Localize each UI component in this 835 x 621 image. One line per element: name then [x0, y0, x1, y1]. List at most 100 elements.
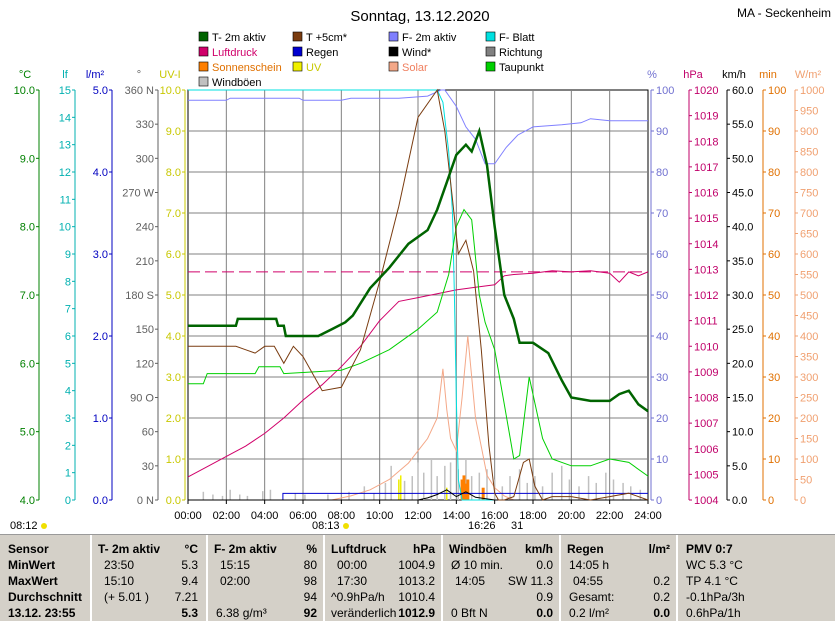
- axis-tick-label: 1004: [694, 495, 718, 507]
- axis-tick-label: 50: [656, 290, 668, 302]
- stats-value: TP 4.1 °C: [686, 574, 738, 588]
- stats-time: 15:10: [104, 574, 135, 588]
- axis-tick-label: 13: [59, 140, 71, 152]
- stats-row-label: 13.12. 23:55: [8, 606, 76, 620]
- stats-row-label: Durchschnitt: [8, 590, 83, 604]
- axis-tick-label: 45.0: [732, 188, 753, 200]
- stats-time: 14:05: [455, 574, 486, 588]
- axis-tick-label: 1011: [694, 316, 718, 328]
- stats-unit: km/h: [524, 542, 553, 556]
- axis-tick-label: 5.0: [20, 427, 35, 439]
- axis-tick-label: 0.0: [166, 495, 181, 507]
- axis-tick-label: 0: [800, 495, 806, 507]
- stats-value: -0.1hPa/3h: [686, 590, 745, 604]
- axis-tick-label: 1005: [694, 469, 718, 481]
- x-tick-label: 00:00: [174, 510, 202, 522]
- axis-tick-label: 4.0: [166, 331, 181, 343]
- stats-value: 9.4: [181, 574, 198, 588]
- stats-time: 02:00: [220, 574, 251, 588]
- axis-unit: °: [137, 69, 141, 81]
- axis-tick-label: 7.0: [166, 208, 181, 220]
- axis-tick-label: 5.0: [166, 290, 181, 302]
- axis-tick-label: 250: [800, 393, 818, 405]
- stats-row-label: MaxWert: [8, 574, 58, 588]
- axis-tick-label: 8.0: [20, 222, 35, 234]
- axis-tick-label: 10: [656, 454, 668, 466]
- stats-header: Regen: [567, 542, 604, 556]
- axis-unit: hPa: [683, 69, 703, 81]
- axis-tick-label: 40: [768, 331, 780, 343]
- x-tick-label: 02:00: [213, 510, 241, 522]
- axis-tick-label: 100: [800, 454, 818, 466]
- x-tick-label: 22:00: [596, 510, 624, 522]
- weather-chart: Sonntag, 13.12.2020 MA - Seckenheim T- 2…: [10, 6, 831, 532]
- stats-header: Sensor: [8, 542, 49, 556]
- axis-tick-label: 600: [800, 249, 818, 261]
- axis-tick-label: 100: [768, 85, 786, 97]
- axis-tick-label: 1018: [694, 136, 718, 148]
- stats-value: 0.0: [653, 606, 670, 620]
- stats-time: 6.38 g/m³: [216, 606, 267, 620]
- legend-swatch: [292, 61, 303, 72]
- axis-unit: UV-I: [159, 69, 180, 81]
- x-tick-label: 20:00: [558, 510, 586, 522]
- axis-tick-label: 1015: [694, 213, 718, 225]
- axis-tick-label: 1006: [694, 444, 718, 456]
- axis-tick-label: 55.0: [732, 119, 753, 131]
- axis-tick-label: 5.0: [93, 85, 108, 97]
- series-f-2m-aktiv: [188, 89, 648, 165]
- sunrise-time: 08:12: [10, 520, 38, 532]
- axis-tick-label: 20: [768, 413, 780, 425]
- x-tick-label: 10:00: [366, 510, 394, 522]
- legend-swatch: [388, 46, 399, 57]
- stats-unit: hPa: [412, 542, 435, 556]
- axis-tick-label: 300: [136, 153, 154, 165]
- stats-value: 94: [303, 590, 317, 604]
- axis-tick-label: 1.0: [166, 454, 181, 466]
- axis-tick-label: 360 N: [125, 85, 154, 97]
- axis-tick-label: 25.0: [732, 324, 753, 336]
- legend-label: Luftdruck: [212, 47, 258, 59]
- axis-tick-label: 70: [656, 208, 668, 220]
- axis-tick-label: 30: [656, 372, 668, 384]
- axis-tick-label: 150: [800, 434, 818, 446]
- axis-tick-label: 270 W: [122, 188, 154, 200]
- legend-label: Richtung: [499, 47, 542, 59]
- axis-tick-label: 1010: [694, 341, 718, 353]
- stats-unit: l/m²: [648, 542, 670, 556]
- legend-label: F- 2m aktiv: [402, 32, 457, 44]
- stats-value: 0.6hPa/1h: [686, 606, 741, 620]
- stats-unit: %: [306, 542, 317, 556]
- axis-tick-label: 20: [656, 413, 668, 425]
- stats-value: 1013.2: [398, 574, 435, 588]
- axis-tick-label: 450: [800, 311, 818, 323]
- x-tick-label: 16:00: [481, 510, 509, 522]
- grid: [188, 90, 648, 500]
- axis-tick-label: 500: [800, 290, 818, 302]
- legend-label: T +5cm*: [306, 32, 348, 44]
- axis-tick-label: 0: [656, 495, 662, 507]
- stats-unit: °C: [184, 542, 198, 556]
- axis-tick-label: 240: [136, 222, 154, 234]
- sunrise-marker-label: 08:13: [312, 520, 340, 532]
- stats-time: 14:05 h: [569, 558, 610, 572]
- axis-tick-label: 950: [800, 106, 818, 118]
- x-tick-label: 12:00: [404, 510, 432, 522]
- axis-tick-label: 12: [59, 167, 71, 179]
- stats-sensor-col: Sensor MinWert MaxWert Durchschnitt 13.1…: [0, 535, 90, 621]
- stats-rain-col: Regen l/m² 14:05 h 04:55 0.2 Gesamt: 0.2 0.…: [559, 535, 676, 621]
- stats-time: (+ 5.01 ): [104, 590, 150, 604]
- legend-swatch: [292, 46, 303, 57]
- legend-swatch: [485, 31, 496, 42]
- axis-tick-label: 1020: [694, 85, 718, 97]
- x-tick-label: 06:00: [289, 510, 317, 522]
- stats-value: 1010.4: [398, 590, 435, 604]
- axis-tick-label: 900: [800, 126, 818, 138]
- axis-tick-label: 350: [800, 352, 818, 364]
- axis-tick-label: 30: [768, 372, 780, 384]
- axis-tick-label: 50.0: [732, 153, 753, 165]
- axis-tick-label: 0.0: [732, 495, 747, 507]
- axis-tick-label: 650: [800, 229, 818, 241]
- axis-tick-label: 90 O: [130, 393, 154, 405]
- axis-tick-label: 850: [800, 147, 818, 159]
